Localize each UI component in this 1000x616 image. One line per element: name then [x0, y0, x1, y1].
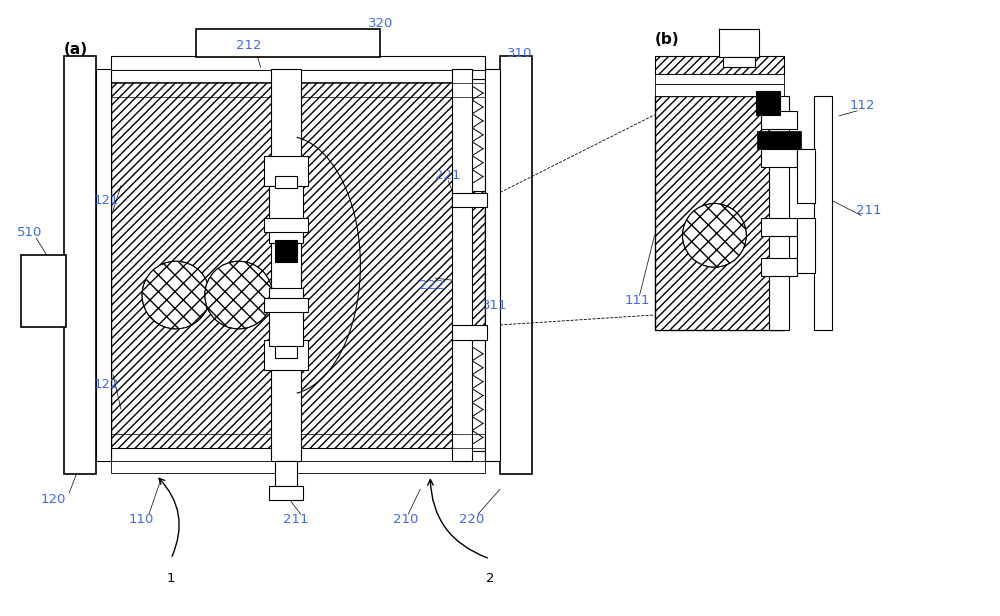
Bar — [761, 258, 797, 276]
Bar — [264, 340, 308, 370]
Bar — [269, 288, 303, 346]
Text: 122: 122 — [93, 378, 119, 391]
Bar — [275, 240, 297, 262]
Text: 221: 221 — [435, 169, 461, 182]
Text: 320: 320 — [368, 17, 393, 30]
Bar — [286, 69, 485, 461]
Bar — [761, 219, 797, 237]
Circle shape — [205, 261, 273, 329]
Bar — [470, 79, 485, 190]
Bar — [655, 84, 784, 96]
Bar — [769, 96, 789, 330]
Bar — [264, 156, 308, 185]
Text: 211: 211 — [856, 204, 882, 217]
Bar — [655, 74, 784, 84]
Bar — [756, 91, 780, 115]
Bar — [264, 219, 308, 232]
Bar — [21, 255, 66, 327]
Circle shape — [682, 203, 746, 267]
Text: 222: 222 — [419, 278, 445, 291]
Bar — [452, 193, 487, 208]
Bar — [111, 56, 485, 70]
Text: 510: 510 — [17, 226, 42, 239]
Text: 1: 1 — [167, 572, 175, 585]
Bar — [761, 148, 797, 167]
Bar — [64, 56, 96, 474]
Text: 121: 121 — [93, 194, 119, 207]
Bar — [96, 69, 111, 461]
Bar — [111, 69, 286, 461]
Text: (a): (a) — [64, 42, 88, 57]
Bar — [761, 111, 797, 129]
Bar — [275, 461, 297, 486]
Bar — [269, 185, 303, 243]
Text: 111: 111 — [625, 294, 650, 307]
Bar — [452, 69, 472, 461]
Bar — [111, 70, 485, 82]
Text: 311: 311 — [482, 299, 508, 312]
Bar — [719, 30, 759, 57]
Bar — [269, 486, 303, 500]
Bar — [814, 96, 832, 330]
Bar — [111, 448, 485, 462]
Bar — [196, 30, 380, 57]
Bar — [797, 148, 815, 203]
Bar — [264, 298, 308, 312]
Bar — [500, 56, 532, 474]
Bar — [111, 461, 485, 473]
Bar — [275, 346, 297, 358]
Bar — [655, 56, 784, 74]
Bar — [452, 325, 487, 340]
Bar — [655, 96, 784, 330]
Bar — [485, 69, 500, 461]
Text: 210: 210 — [393, 513, 418, 525]
Text: 2: 2 — [486, 572, 494, 585]
Bar — [275, 176, 297, 187]
Text: (b): (b) — [655, 31, 680, 47]
Bar — [470, 340, 485, 452]
Text: 211: 211 — [283, 513, 308, 525]
Bar — [723, 57, 755, 67]
Bar — [797, 219, 815, 273]
Bar — [271, 69, 301, 461]
Text: 212: 212 — [236, 39, 261, 52]
Text: 310: 310 — [507, 47, 533, 60]
Circle shape — [142, 261, 210, 329]
Bar — [757, 131, 801, 148]
Text: 110: 110 — [128, 513, 154, 525]
Text: 120: 120 — [41, 493, 66, 506]
Text: 220: 220 — [459, 513, 485, 525]
Text: 112: 112 — [849, 99, 875, 112]
